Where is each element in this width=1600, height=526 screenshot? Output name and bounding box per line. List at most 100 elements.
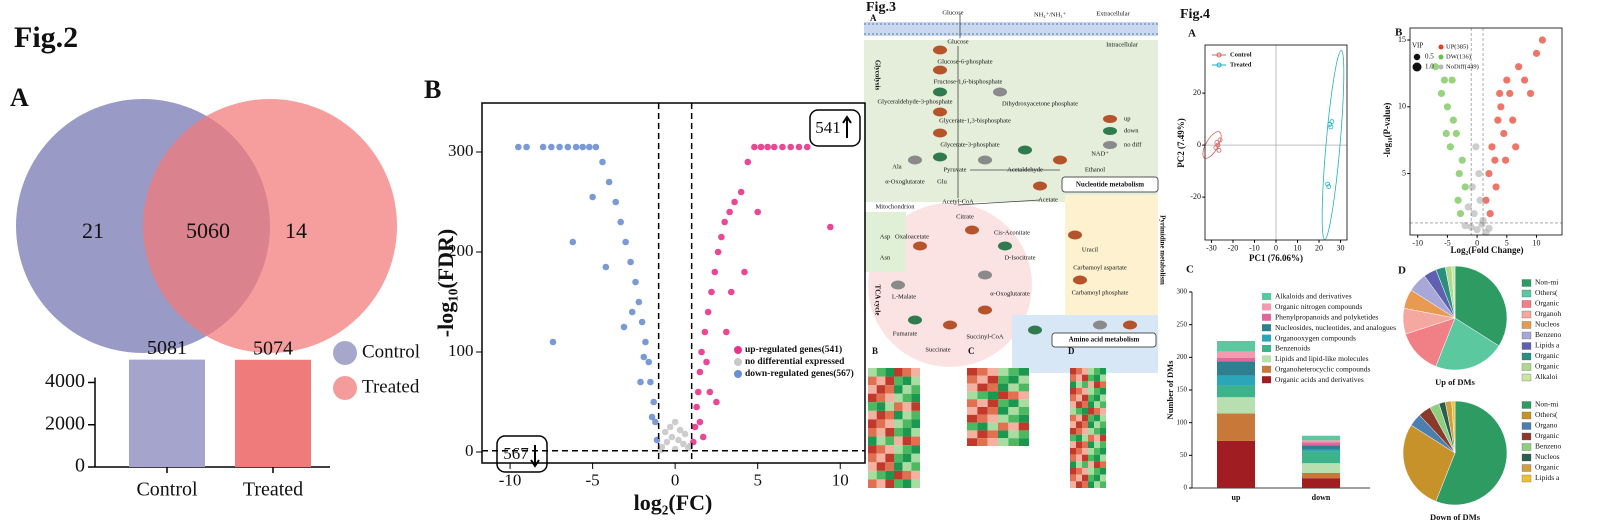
heatmap-cell xyxy=(868,479,877,488)
legend-marker xyxy=(734,370,742,378)
legend-swatch xyxy=(1521,474,1532,483)
pathway-label: Citrate xyxy=(956,213,974,220)
heatmap-cell xyxy=(902,385,912,394)
legend-swatch xyxy=(1521,453,1532,462)
pie-title: Down of DMs xyxy=(1430,512,1481,522)
heatmap-cell xyxy=(987,422,998,431)
data-point xyxy=(1456,210,1465,218)
heatmap-cell xyxy=(998,430,1009,439)
data-point xyxy=(1500,129,1508,138)
legend-swatch xyxy=(1521,300,1532,308)
heatmap-cell xyxy=(977,414,988,423)
legend-swatch xyxy=(1262,355,1271,363)
heatmap-cell xyxy=(1100,414,1106,422)
data-point xyxy=(1488,143,1496,151)
panel-label: B xyxy=(1395,27,1403,39)
data-point xyxy=(779,143,786,151)
legend-label: Lipids a xyxy=(1535,341,1560,350)
heatmap-cell xyxy=(1088,481,1094,488)
plot-frame xyxy=(481,102,866,464)
pathway-label: NH₄⁺/NH₃⁺ xyxy=(1034,11,1066,18)
up-arrow xyxy=(842,115,852,138)
x-axis-label: log₂(FC) xyxy=(634,490,713,515)
heatmap-cell xyxy=(1094,388,1100,395)
data-point xyxy=(1458,156,1466,164)
data-point xyxy=(1329,119,1335,125)
heatmap-cell xyxy=(868,410,877,420)
heatmap-cell xyxy=(1094,374,1100,382)
data-point xyxy=(671,418,679,426)
data-point xyxy=(1506,89,1514,98)
bar-segment xyxy=(1302,463,1340,473)
bar-segment xyxy=(1217,385,1255,398)
legend-label: Non-mi xyxy=(1535,278,1558,287)
heatmap-cell xyxy=(1018,430,1029,439)
figure-title: Fig.4 xyxy=(1180,7,1210,22)
heatmap-cell xyxy=(1100,368,1106,375)
heatmap-cell xyxy=(902,393,912,403)
enzyme xyxy=(913,241,927,251)
legend-marker xyxy=(1216,52,1222,58)
heatmap-cell xyxy=(987,399,998,407)
heatmap-cell xyxy=(1018,438,1029,446)
heatmap-cell xyxy=(876,470,886,480)
data-point xyxy=(564,143,572,151)
x-tick-label: 10 xyxy=(1294,244,1302,253)
legend-swatch xyxy=(1521,331,1532,340)
data-point xyxy=(1461,183,1469,191)
heatmap-cell xyxy=(1018,422,1029,431)
data-point xyxy=(668,433,676,441)
data-point xyxy=(1446,143,1454,151)
pathway-label: Ethanol xyxy=(1085,166,1105,173)
value-label: 5074 xyxy=(253,337,293,359)
data-point xyxy=(708,288,715,296)
enzyme xyxy=(933,128,947,138)
heatmap-cell xyxy=(894,419,903,428)
legend-size xyxy=(1413,53,1421,61)
data-point xyxy=(1461,222,1469,230)
heatmap-cell xyxy=(876,445,886,454)
data-point xyxy=(1326,184,1332,190)
x-tick-label: 30 xyxy=(1337,244,1345,253)
heatmap-cell xyxy=(1070,401,1076,408)
heatmap-cell xyxy=(1088,381,1094,388)
heatmap-cell xyxy=(1076,401,1082,408)
heatmap-cell xyxy=(1018,399,1029,407)
data-point xyxy=(1501,156,1510,164)
legend-label: Alkaloids and derivatives xyxy=(1275,292,1352,301)
enzyme xyxy=(933,45,947,55)
pathway-label: D-Isocitrate xyxy=(1004,254,1035,261)
heatmap-cell xyxy=(977,383,988,392)
legend-label: Organic xyxy=(1535,362,1560,371)
bar-segment xyxy=(1217,361,1255,376)
heatmap-cell xyxy=(868,385,877,394)
pathway-label: Extracellular xyxy=(1096,10,1130,17)
bar-segment xyxy=(1302,472,1340,479)
heatmap-cell xyxy=(987,407,998,415)
heatmap-cell xyxy=(885,368,894,377)
heatmap-cell xyxy=(1094,481,1100,488)
heatmap-cell xyxy=(1082,414,1088,422)
legend-label: Phenylpropanoids and polyketides xyxy=(1275,313,1378,322)
heatmap-cell xyxy=(977,399,988,407)
data-point xyxy=(1455,169,1463,178)
heatmap-cell xyxy=(1088,394,1094,402)
legend-label: Organic xyxy=(1535,463,1560,472)
heatmap-cell xyxy=(1088,368,1094,375)
legend-label: Others( xyxy=(1535,288,1558,297)
pathway-label: Acetyl-CoA xyxy=(942,198,974,205)
legend-swatch xyxy=(1521,310,1532,319)
legend-marker xyxy=(734,358,742,366)
heatmap-cell xyxy=(885,419,894,428)
heatmap-cell xyxy=(1018,375,1029,384)
heatmap-cell xyxy=(1008,430,1019,439)
heatmap-cell xyxy=(868,436,877,446)
legend-label: Benzeno xyxy=(1535,442,1561,451)
heatmap-cell xyxy=(1082,454,1088,462)
legend-swatch xyxy=(1262,334,1271,342)
y-tick-label: 0 xyxy=(75,455,85,477)
legend-label: Benzeno xyxy=(1535,330,1561,339)
heatmap-cell xyxy=(876,385,886,394)
heatmap-cell xyxy=(1088,421,1094,428)
legend-swatch xyxy=(1262,303,1271,311)
